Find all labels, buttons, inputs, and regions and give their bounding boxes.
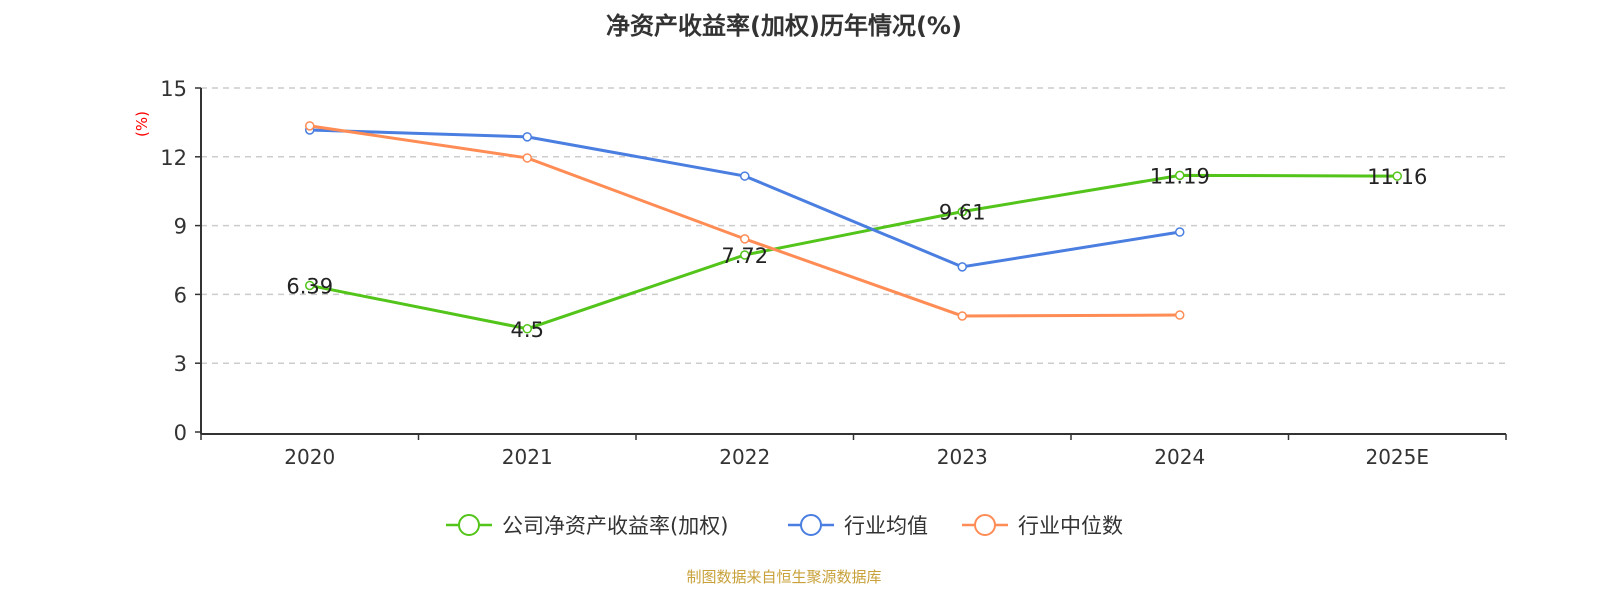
data-point — [957, 262, 967, 272]
data-point — [522, 132, 532, 142]
data-label: 11.16 — [1367, 165, 1427, 189]
series-line-0 — [309, 173, 1398, 331]
data-point — [522, 324, 532, 334]
series-line-2 — [309, 124, 1180, 318]
legend-label: 行业均值 — [844, 514, 928, 538]
data-point — [957, 311, 967, 321]
y-tick-label: 0 — [174, 421, 187, 445]
data-label: 11.19 — [1150, 164, 1210, 188]
data-point — [1175, 310, 1185, 320]
x-tick-label: 2025E — [1365, 445, 1429, 469]
x-tick-label: 2022 — [719, 445, 770, 469]
legend-label: 公司净资产收益率(加权) — [502, 514, 728, 538]
data-point — [957, 206, 967, 217]
chart-title: 净资产收益率(加权)历年情况(%) — [606, 12, 962, 40]
data-point — [305, 121, 315, 131]
data-label: 7.72 — [721, 244, 768, 268]
y-axis-label: (%) — [133, 111, 151, 137]
y-tick-label: 9 — [174, 215, 187, 239]
y-tick-label: 12 — [160, 146, 187, 170]
data-point — [522, 153, 532, 163]
data-point — [740, 234, 750, 244]
data-point — [305, 280, 315, 291]
data-label: 6.39 — [286, 274, 333, 298]
data-point — [1175, 227, 1185, 237]
data-point — [1175, 170, 1185, 181]
legend-label: 行业中位数 — [1018, 514, 1123, 538]
source-footer: 制图数据来自恒生聚源数据库 — [686, 568, 882, 586]
y-tick-label: 3 — [174, 352, 187, 376]
x-tick-label: 2020 — [284, 445, 335, 469]
x-tick-label: 2024 — [1154, 445, 1205, 469]
data-point — [740, 171, 750, 181]
legend-marker-icon — [458, 514, 480, 536]
data-label: 4.5 — [511, 318, 544, 342]
x-tick-label: 2023 — [937, 445, 988, 469]
data-point — [740, 250, 750, 260]
data-label: 9.61 — [939, 201, 986, 225]
x-tick-label: 2021 — [502, 445, 553, 469]
y-tick-label: 6 — [174, 283, 187, 307]
y-tick-label: 15 — [160, 77, 187, 101]
data-point — [1392, 171, 1402, 181]
legend-marker-icon — [974, 514, 996, 536]
legend-marker-icon — [800, 514, 822, 536]
